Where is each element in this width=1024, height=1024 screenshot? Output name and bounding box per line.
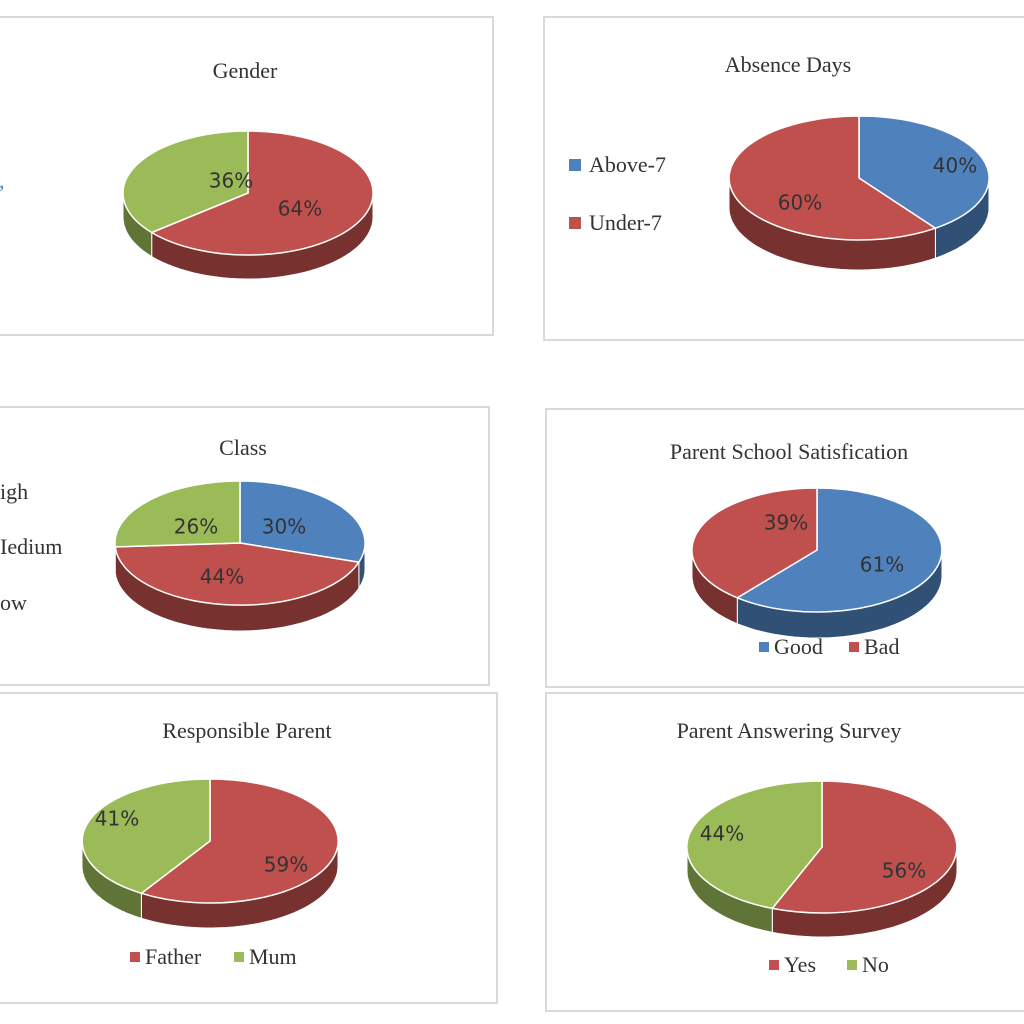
- pie-data-label: 44%: [200, 565, 244, 589]
- pie-slice-2: [81, 778, 211, 895]
- legend-label: Bad: [864, 634, 900, 659]
- legend-item-no: No: [847, 952, 889, 978]
- pie-chart-3: 30% 44% 26%: [114, 480, 366, 632]
- pie-data-label: 41%: [95, 807, 139, 831]
- legend-swatch: [849, 642, 859, 652]
- pie-chart-6: 56% 44%: [686, 780, 958, 938]
- pie-data-label: 61%: [860, 553, 904, 577]
- pie-chart-2: 40% 60%: [728, 115, 990, 271]
- legend-label: Above-7: [589, 152, 666, 177]
- legend-item-low: ow: [0, 590, 27, 616]
- legend-item-medium: Iedium: [0, 534, 62, 560]
- pie-data-label: 30%: [262, 515, 306, 539]
- legend-item-high: igh: [0, 479, 28, 505]
- legend-item-mum: Mum: [234, 944, 297, 970]
- pie-data-label: 39%: [764, 511, 808, 535]
- legend-label: Iedium: [0, 534, 63, 559]
- pie-data-label: 26%: [174, 515, 218, 539]
- legend-swatch: [769, 960, 779, 970]
- legend-item-above-7: Above-7: [569, 152, 666, 178]
- pie-slice-1: [858, 115, 990, 230]
- pie-slice-1: [150, 130, 374, 256]
- pie-data-label: 40%: [933, 154, 977, 178]
- chart-title: Gender: [212, 58, 278, 83]
- chart-title: Responsible Parent: [162, 718, 332, 743]
- pie-data-label: 59%: [264, 853, 308, 877]
- legend-label: Yes: [784, 952, 817, 977]
- legend-item-yes: Yes: [769, 952, 816, 978]
- pie-data-label: 64%: [278, 197, 322, 221]
- pie-data-label: 56%: [882, 859, 926, 883]
- legend-swatch: [130, 952, 140, 962]
- chart-title: Absence Days: [724, 52, 852, 77]
- pie-slice-2: [122, 130, 249, 234]
- pie-slice-2: [691, 487, 818, 599]
- pie-slice-2: [728, 115, 938, 241]
- pie-slice-3: [114, 480, 241, 548]
- pie-chart-5: 59% 41%: [81, 778, 339, 929]
- pie-slice-2: [114, 542, 361, 606]
- legend-swatch: [569, 217, 581, 229]
- pie-data-label: 36%: [209, 169, 253, 193]
- legend-label: No: [862, 952, 889, 977]
- legend-label: Father: [145, 944, 202, 969]
- legend-item-father: Father: [130, 944, 201, 970]
- legend-label: Under-7: [589, 210, 662, 235]
- legend-fragment: ’: [0, 180, 5, 206]
- legend-swatch: [234, 952, 244, 962]
- legend-swatch: [569, 159, 581, 171]
- pie-data-label: 60%: [778, 191, 822, 215]
- legend-swatch: [847, 960, 857, 970]
- legend-item-bad: Bad: [849, 634, 899, 660]
- pie-slice-2: [686, 780, 823, 910]
- chart-title: Parent School Satisfication: [669, 439, 909, 464]
- pie-slice-1: [139, 778, 339, 904]
- legend-item-under-7: Under-7: [569, 210, 662, 236]
- chart-title: Class: [219, 435, 267, 460]
- pie-chart-1: 64% 36%: [122, 130, 374, 280]
- legend-label: ow: [0, 590, 27, 615]
- legend-swatch: [759, 642, 769, 652]
- legend-label: igh: [0, 479, 29, 504]
- pie-chart-4: 61% 39%: [691, 487, 943, 639]
- pie-slice-1: [735, 487, 943, 613]
- pie-slice-1: [239, 480, 366, 564]
- pie-slice-1: [770, 780, 958, 914]
- pie-data-label: 44%: [700, 822, 744, 846]
- chart-title: Parent Answering Survey: [676, 718, 902, 743]
- legend-label: Mum: [249, 944, 297, 969]
